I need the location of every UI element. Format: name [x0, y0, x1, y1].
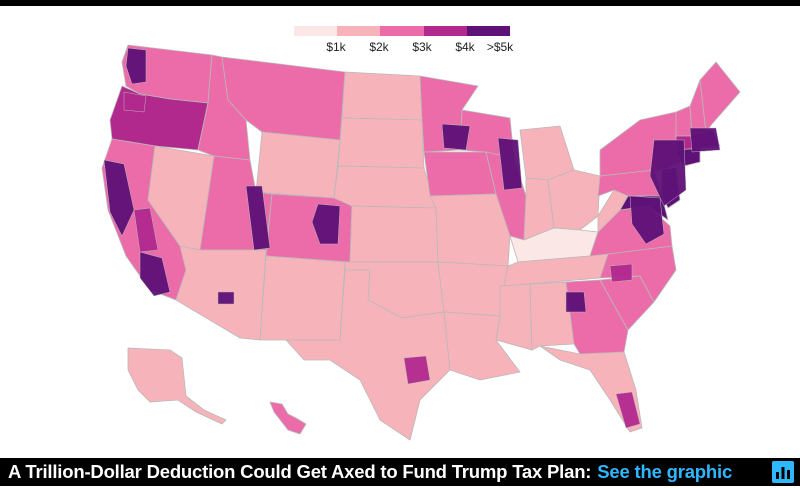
state-florida	[539, 345, 643, 433]
legend-swatches	[294, 26, 511, 36]
state-wyoming	[255, 131, 341, 199]
region-dc-metro	[629, 195, 665, 245]
state-kansas	[349, 205, 439, 263]
legend-label-4k: $4k	[455, 40, 475, 54]
state-arkansas	[437, 261, 509, 317]
region-denver-metro	[311, 203, 341, 245]
legend-labels: $1k $2k $3k $4k >$5k	[294, 40, 514, 56]
state-missouri	[429, 193, 511, 267]
state-alaska	[127, 347, 227, 425]
region-central-valley	[133, 207, 159, 253]
state-maine	[699, 61, 741, 133]
legend-swatch-1	[294, 26, 338, 36]
state-colorado	[265, 193, 353, 263]
legend-swatch-4	[423, 26, 467, 36]
state-hawaii	[269, 401, 307, 435]
region-atlanta-metro	[565, 291, 587, 313]
region-twin-cities-metro	[441, 123, 471, 151]
top-bar	[0, 0, 800, 6]
legend-swatch-2	[337, 26, 381, 36]
legend-label-5k-plus: >$5k	[486, 40, 514, 54]
state-alabama	[529, 281, 575, 351]
region-phoenix-metro	[217, 291, 235, 305]
legend-label-1k: $1k	[326, 40, 346, 54]
region-houston-metro	[403, 355, 431, 385]
state-iowa	[423, 151, 497, 197]
region-boston-metro	[689, 127, 721, 153]
state-michigan	[519, 125, 575, 181]
us-map	[101, 44, 741, 441]
state-new-mexico	[259, 255, 346, 341]
bar-chart-icon[interactable]	[772, 461, 794, 483]
region-seattle-metro	[125, 47, 147, 85]
region-salt-lake-metro	[245, 185, 271, 251]
state-ohio	[547, 169, 601, 231]
legend-label-2k: $2k	[369, 40, 389, 54]
see-graphic-link[interactable]: See the graphic	[597, 461, 733, 482]
legend-swatch-5	[466, 26, 511, 36]
footer-banner[interactable]: A Trillion-Dollar Deduction Could Get Ax…	[0, 458, 800, 486]
legend-label-3k: $3k	[412, 40, 432, 54]
region-florida-coast	[615, 391, 641, 429]
state-mississippi	[495, 283, 533, 351]
state-south-dakota	[337, 117, 425, 169]
region-carolina-metro	[609, 263, 633, 283]
state-vermont	[675, 105, 693, 137]
region-northeast-corridor	[649, 139, 687, 207]
region-bay-area	[103, 159, 135, 237]
state-nebraska	[333, 165, 437, 209]
footer-headline: A Trillion-Dollar Deduction Could Get Ax…	[8, 461, 592, 482]
state-north-dakota	[341, 71, 423, 121]
region-los-angeles-metro	[139, 251, 171, 297]
region-portland-metro	[123, 91, 147, 113]
region-chicago-metro	[497, 137, 523, 191]
legend-swatch-3	[380, 26, 424, 36]
footer-text: A Trillion-Dollar Deduction Could Get Ax…	[8, 461, 732, 483]
legend: $1k $2k $3k $4k >$5k	[294, 26, 514, 62]
